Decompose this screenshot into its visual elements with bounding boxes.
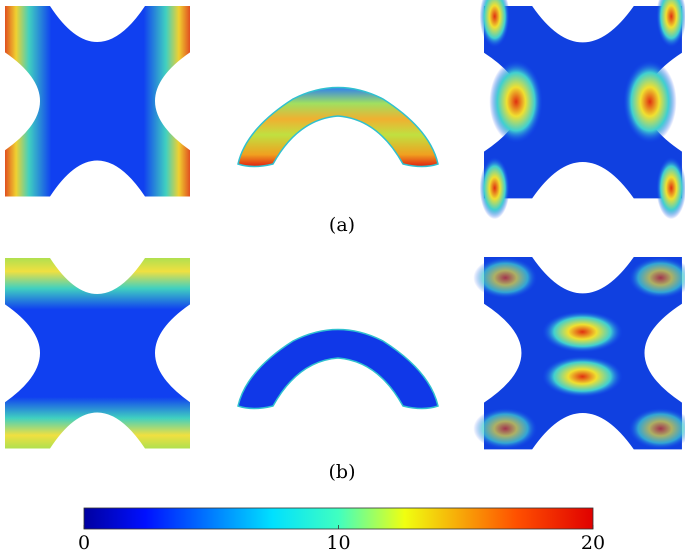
panel-a: (a)	[5, 0, 685, 236]
shape-top-view	[5, 6, 190, 197]
colorbar: 0 10 20	[78, 507, 605, 551]
panel-label: (b)	[329, 461, 356, 483]
tick-label: 10	[326, 532, 350, 551]
tick-label: 20	[581, 532, 605, 551]
shape-top-view	[5, 258, 190, 449]
shape-bottom-view	[473, 257, 685, 450]
shape-side-view	[237, 86, 439, 168]
panel-label: (a)	[329, 214, 355, 236]
shape-bottom-view	[479, 0, 685, 220]
tick-label: 0	[78, 532, 90, 551]
shape-side-view	[237, 328, 439, 410]
panel-b: (b)	[5, 257, 685, 483]
